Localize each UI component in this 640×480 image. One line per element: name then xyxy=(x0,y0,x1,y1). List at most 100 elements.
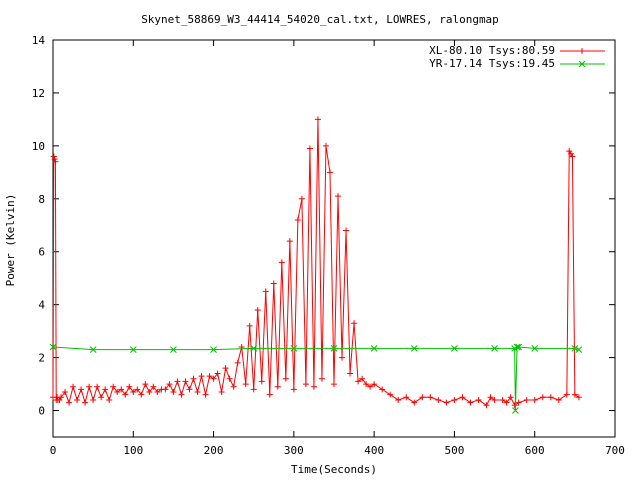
data-point xyxy=(78,386,85,393)
data-point xyxy=(499,396,506,403)
legend-label-xl: XL-80.10 Tsys:80.59 xyxy=(429,44,555,57)
data-point xyxy=(435,396,442,403)
data-point xyxy=(214,370,221,377)
x-axis-label: Time(Seconds) xyxy=(291,463,377,476)
data-point xyxy=(130,389,137,396)
data-point xyxy=(335,193,342,200)
data-point xyxy=(52,158,59,165)
data-point xyxy=(202,391,209,398)
data-point xyxy=(487,394,494,401)
y-tick-label: 10 xyxy=(32,140,45,153)
data-point xyxy=(467,399,474,406)
x-tick-label: 300 xyxy=(284,444,304,457)
legend: XL-80.10 Tsys:80.59 YR-17.14 Tsys:19.45 xyxy=(429,44,605,70)
y-tick-label: 14 xyxy=(32,34,46,47)
data-point xyxy=(371,381,378,388)
data-point xyxy=(355,378,362,385)
data-point xyxy=(138,391,145,398)
data-point xyxy=(90,396,97,403)
data-point xyxy=(162,386,169,393)
data-point xyxy=(178,391,185,398)
x-tick-label: 0 xyxy=(50,444,57,457)
data-point xyxy=(70,383,77,390)
data-point xyxy=(491,396,498,403)
data-point xyxy=(294,216,301,223)
y-tick-label: 12 xyxy=(32,87,45,100)
data-point xyxy=(106,396,113,403)
data-point xyxy=(343,227,350,234)
data-point xyxy=(194,389,201,396)
data-point xyxy=(282,375,289,382)
data-point xyxy=(89,346,97,354)
data-point xyxy=(234,359,241,366)
data-point xyxy=(379,386,386,393)
data-point xyxy=(190,375,197,382)
data-point xyxy=(286,238,293,245)
data-point xyxy=(270,280,277,287)
data-point xyxy=(387,391,394,398)
data-point xyxy=(451,396,458,403)
data-point xyxy=(539,394,546,401)
data-point xyxy=(310,383,317,390)
data-point xyxy=(198,373,205,380)
data-point xyxy=(555,396,562,403)
series-0 xyxy=(50,116,582,409)
data-point xyxy=(411,399,418,406)
data-point xyxy=(206,373,213,380)
data-point xyxy=(290,344,298,352)
data-point xyxy=(210,375,217,382)
legend-marker-xl xyxy=(579,48,585,54)
data-point xyxy=(246,322,253,329)
data-point xyxy=(443,399,450,406)
x-tick-label: 200 xyxy=(204,444,224,457)
data-point xyxy=(182,378,189,385)
data-point xyxy=(274,383,281,390)
data-point xyxy=(367,383,374,390)
data-point xyxy=(395,396,402,403)
data-point xyxy=(110,383,117,390)
data-point xyxy=(298,195,305,202)
y-axis-ticks: 0 2 4 6 8 10 12 14 xyxy=(32,34,615,418)
series-line xyxy=(52,346,580,411)
data-point xyxy=(254,306,261,313)
data-point xyxy=(102,386,109,393)
data-point xyxy=(242,381,249,388)
data-point xyxy=(186,386,193,393)
data-point xyxy=(451,344,458,352)
data-point xyxy=(575,394,582,401)
x-axis-ticks: 0 100 200 300 400 500 600 700 xyxy=(50,40,625,457)
data-point xyxy=(62,389,69,396)
plot-frame xyxy=(52,39,616,438)
data-point xyxy=(363,381,370,388)
data-point xyxy=(250,386,257,393)
data-point xyxy=(258,378,265,385)
data-point xyxy=(491,344,498,352)
data-point xyxy=(483,402,490,409)
data-point xyxy=(351,320,358,327)
data-point xyxy=(94,383,101,390)
x-tick-label: 500 xyxy=(444,444,464,457)
x-tick-label: 700 xyxy=(605,444,625,457)
data-point xyxy=(166,381,173,388)
data-point xyxy=(250,344,258,352)
data-point xyxy=(170,389,177,396)
x-tick-label: 600 xyxy=(525,444,545,457)
data-point xyxy=(339,354,346,361)
series-line xyxy=(52,119,580,406)
data-point xyxy=(51,156,58,163)
y-tick-label: 4 xyxy=(38,299,45,312)
y-tick-label: 2 xyxy=(38,352,45,365)
data-point xyxy=(410,344,418,352)
data-point xyxy=(563,391,570,398)
data-point xyxy=(571,391,578,398)
y-axis-label: Power (Kelvin) xyxy=(4,194,17,287)
data-point xyxy=(359,375,366,382)
data-point xyxy=(569,153,576,160)
data-point xyxy=(475,396,482,403)
legend-label-yr: YR-17.14 Tsys:19.45 xyxy=(429,57,555,70)
data-point xyxy=(210,346,217,354)
data-point xyxy=(290,386,297,393)
data-point xyxy=(266,391,273,398)
data-point xyxy=(507,394,514,401)
